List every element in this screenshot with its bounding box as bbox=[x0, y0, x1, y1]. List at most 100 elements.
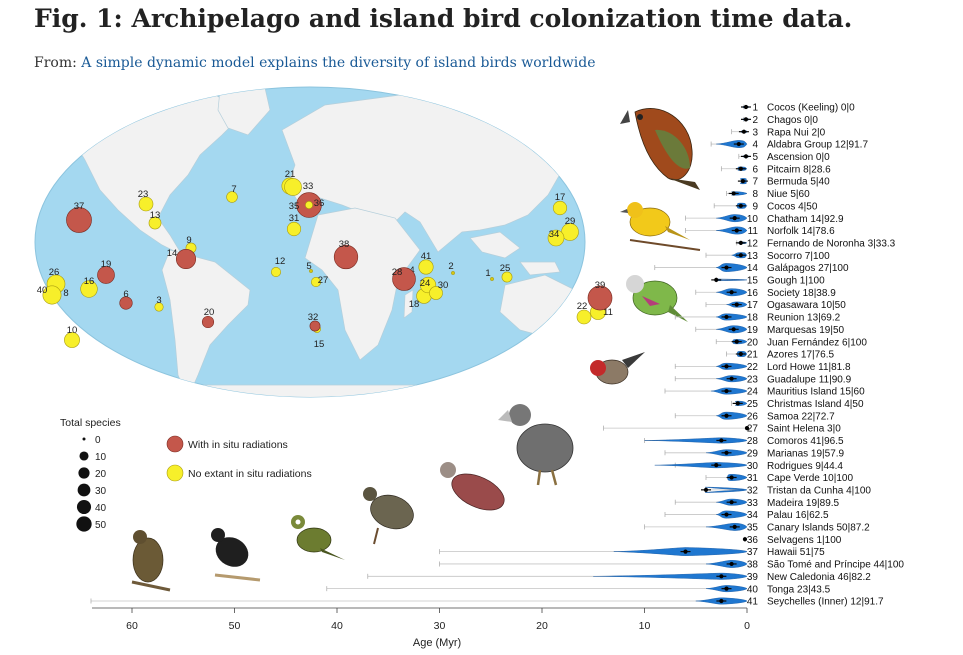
row-label: Cape Verde 10|100 bbox=[767, 473, 853, 484]
row-label: Reunion 13|69.2 bbox=[767, 313, 841, 324]
row-label: Hawaii 51|75 bbox=[767, 547, 825, 558]
island-label-28: 28 bbox=[392, 267, 403, 278]
violin-median-point bbox=[724, 265, 729, 270]
island-marker-36 bbox=[305, 201, 313, 209]
violin-median-point bbox=[729, 475, 734, 480]
island-label-30: 30 bbox=[438, 280, 449, 291]
violin-median-point bbox=[719, 438, 724, 443]
island-label-7: 7 bbox=[231, 184, 236, 195]
violin-row: 34 Palau 16|62.5 bbox=[664, 510, 829, 521]
island-label-25: 25 bbox=[500, 263, 511, 274]
island-label-38: 38 bbox=[339, 239, 350, 250]
violin-median-point bbox=[714, 463, 719, 468]
island-marker-39 bbox=[587, 285, 613, 311]
row-label: Saint Helena 3|0 bbox=[767, 424, 841, 435]
article-link[interactable]: A simple dynamic model explains the dive… bbox=[81, 55, 596, 71]
violin-row: 30 Rodrigues 9|44.4 bbox=[654, 461, 843, 472]
row-label: Selvagens 1|100 bbox=[767, 535, 842, 546]
legend-size-title: Total species bbox=[60, 417, 121, 429]
island-marker-1 bbox=[490, 277, 494, 281]
violin-row: 9 Cocos 4|50 bbox=[713, 201, 818, 212]
island-marker-12 bbox=[270, 266, 282, 278]
violin-row: 3 Rapa Nui 2|0 bbox=[731, 127, 826, 138]
island-label-10: 10 bbox=[67, 325, 78, 336]
violin-row: 40 Tonga 23|43.5 bbox=[326, 584, 831, 595]
island-label-31: 31 bbox=[289, 213, 300, 224]
row-number: 41 bbox=[747, 597, 759, 608]
violin-row: 18 Reunion 13|69.2 bbox=[674, 313, 841, 324]
legend-size-label-20: 20 bbox=[95, 469, 107, 480]
row-label: Mauritius Island 15|60 bbox=[767, 387, 865, 398]
island-marker-19 bbox=[97, 266, 115, 284]
row-label: Norfolk 14|78.6 bbox=[767, 226, 835, 237]
violin-shape bbox=[613, 547, 748, 556]
row-number: 8 bbox=[752, 189, 758, 200]
violin-median-point bbox=[743, 154, 749, 159]
x-axis-label: Age (Myr) bbox=[413, 637, 461, 649]
violin-row: 19 Marquesas 19|50 bbox=[695, 325, 845, 336]
x-tick-label: 10 bbox=[639, 620, 651, 632]
island-label-18: 18 bbox=[409, 299, 420, 310]
violin-median-point bbox=[743, 117, 749, 122]
southeast-asia-landmass bbox=[469, 231, 521, 259]
island-label-16: 16 bbox=[84, 276, 95, 287]
violin-row: 17 Ogasawara 10|50 bbox=[705, 300, 846, 311]
violin-chart: 1 Cocos (Keeling) 0|0 2 Chagos 0|0 3 Rapa Nui… bbox=[90, 103, 904, 649]
violin-median-point bbox=[732, 216, 737, 221]
island-label-23: 23 bbox=[138, 189, 149, 200]
x-tick-label: 40 bbox=[331, 620, 343, 632]
violin-row: 21 Azores 17|76.5 bbox=[726, 350, 835, 361]
island-label-9: 9 bbox=[186, 235, 191, 246]
violin-median-point bbox=[738, 351, 743, 357]
violin-shape bbox=[654, 462, 748, 469]
island-marker-6 bbox=[119, 296, 133, 310]
row-number: 30 bbox=[747, 461, 759, 472]
row-label: Lord Howe 11|81.8 bbox=[767, 362, 851, 373]
island-marker-34 bbox=[547, 229, 565, 247]
island-label-37: 37 bbox=[74, 201, 85, 212]
row-label: Rapa Nui 2|0 bbox=[767, 127, 826, 138]
row-number: 28 bbox=[747, 436, 759, 447]
violin-row: 24 Mauritius Island 15|60 bbox=[664, 387, 865, 398]
row-label: Seychelles (Inner) 12|91.7 bbox=[767, 597, 884, 608]
row-number: 36 bbox=[747, 535, 759, 546]
island-marker-37 bbox=[66, 207, 92, 233]
legend-size-dot-0 bbox=[82, 437, 86, 441]
violin-shape bbox=[593, 572, 748, 580]
violin-median-point bbox=[724, 586, 729, 591]
legend-size-dot-50 bbox=[76, 516, 92, 532]
map-legend: Total species 0 10 20 30 40 50 With in situ r… bbox=[60, 417, 312, 532]
island-marker-22 bbox=[576, 309, 592, 325]
yellow-warbler-illustration bbox=[620, 202, 701, 251]
violin-row: 14 Galápagos 27|100 bbox=[654, 263, 849, 274]
legend-no-radiation-label: No extant in situ radiations bbox=[188, 468, 312, 480]
violin-row: 10 Chatham 14|92.9 bbox=[685, 214, 844, 225]
row-number: 20 bbox=[747, 337, 759, 348]
white-eye-illustration bbox=[291, 515, 345, 560]
row-label: Niue 5|60 bbox=[767, 189, 810, 200]
violin-row: 13 Socorro 7|100 bbox=[705, 251, 830, 262]
violin-shape bbox=[716, 362, 748, 370]
row-number: 19 bbox=[747, 325, 759, 336]
row-label: Juan Fernández 6|100 bbox=[767, 337, 867, 348]
violin-row: 8 Niue 5|60 bbox=[726, 189, 810, 200]
row-number: 23 bbox=[747, 374, 759, 385]
violin-median-point bbox=[743, 104, 749, 110]
row-label: Madeira 19|89.5 bbox=[767, 498, 840, 509]
island-label-29: 29 bbox=[565, 216, 576, 227]
violin-row: 20 Juan Fernández 6|100 bbox=[715, 337, 867, 348]
row-number: 33 bbox=[747, 498, 759, 509]
island-label-32: 32 bbox=[308, 312, 319, 323]
island-marker-2 bbox=[451, 271, 455, 275]
island-marker-23 bbox=[138, 196, 154, 212]
violin-row: 36 Selvagens 1|100 bbox=[742, 535, 842, 546]
row-label: Marquesas 19|50 bbox=[767, 325, 845, 336]
row-number: 10 bbox=[747, 214, 759, 225]
island-marker-30 bbox=[429, 286, 443, 300]
island-label-14: 14 bbox=[167, 248, 178, 259]
legend-size-label-50: 50 bbox=[95, 520, 107, 531]
row-label: Chatham 14|92.9 bbox=[767, 214, 844, 225]
island-marker-3 bbox=[154, 302, 164, 312]
violin-shape bbox=[704, 486, 748, 493]
violin-median-point bbox=[724, 314, 729, 320]
